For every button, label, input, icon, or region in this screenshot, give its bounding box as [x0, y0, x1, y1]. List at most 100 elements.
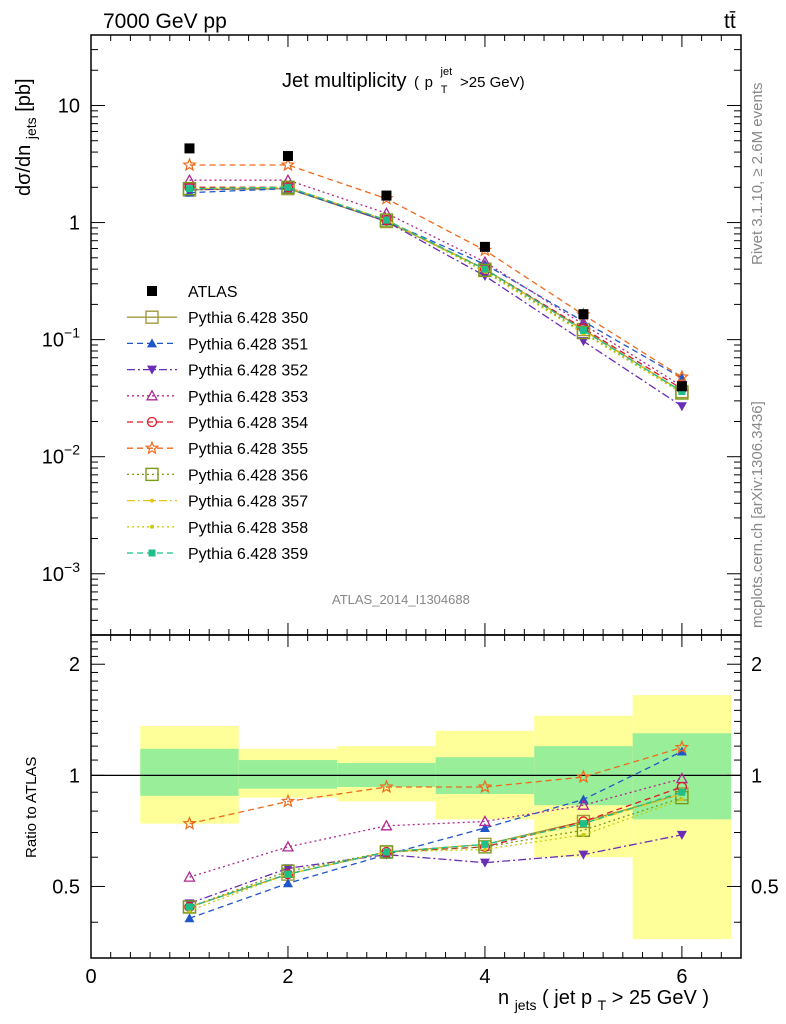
y-tick-label: 10−2 — [42, 442, 80, 469]
data-point — [182, 157, 197, 172]
ratio-y-tick-label: 2 — [69, 654, 80, 676]
ratio-point — [479, 858, 490, 868]
x-tick-label: 6 — [676, 966, 687, 988]
ratio-point — [183, 870, 196, 882]
ratio-point — [280, 793, 296, 808]
legend-marker — [150, 498, 154, 503]
data-point — [382, 216, 390, 224]
ratio-point — [674, 739, 690, 754]
ratio-point — [284, 870, 292, 878]
y-tick-label: 10−1 — [42, 325, 80, 352]
series-line — [189, 187, 683, 379]
data-point — [479, 241, 490, 252]
ratio-series-line — [189, 797, 683, 908]
y-tick-label: 1 — [69, 213, 80, 235]
axes: 0 2 4 6 10−3 10−2 10−1 1 10 0.5 0.5 1 1 2 2 — [42, 34, 779, 988]
header-left: 7000 GeV pp — [103, 10, 227, 33]
ratio-y-tick-label-right: 1 — [751, 765, 762, 787]
legend-marker — [147, 365, 157, 375]
data-point — [381, 214, 392, 226]
legend: ATLAS Pythia 6.428 350 Pythia 6.428 351 Pyt… — [127, 284, 308, 563]
x-axis-label: n jets ( jet p T > 25 GeV ) — [498, 987, 709, 1015]
x-tick-label: 4 — [479, 966, 490, 988]
legend-label: Pythia 6.428 354 — [188, 415, 308, 432]
xlabel-tail: > 25 GeV ) — [612, 987, 709, 1009]
data-point — [379, 213, 394, 227]
ylabel-tail: [pb] — [13, 78, 35, 111]
main-title: Jet multiplicity ( p jet T >25 GeV) — [282, 58, 525, 98]
ratio-point — [477, 779, 493, 794]
data-point — [578, 337, 589, 347]
data-point — [579, 326, 587, 334]
x-tick-label: 2 — [282, 966, 293, 988]
ylabel-main: dσ/dn — [13, 145, 35, 196]
legend-marker — [145, 310, 159, 324]
rivet-label: Rivet 3.1.10, ≥ 2.6M events — [749, 83, 766, 266]
ratio-series-line — [189, 786, 683, 908]
xlabel-sub2: T — [598, 997, 607, 1013]
ratio-series-line — [189, 798, 683, 912]
ratio-point — [282, 864, 293, 874]
ratio-point — [576, 769, 591, 784]
series-line — [189, 186, 683, 390]
data-point — [678, 388, 686, 396]
legend-marker — [148, 549, 156, 557]
legend-label: Pythia 6.428 356 — [188, 467, 308, 484]
legend-label: Pythia 6.428 351 — [188, 336, 308, 353]
legend-marker — [147, 338, 157, 348]
ratio-point — [479, 823, 490, 833]
legend-marker — [144, 440, 160, 455]
data-point — [185, 185, 193, 193]
data-point — [676, 402, 687, 412]
ratio-point — [185, 903, 193, 911]
ratio-point — [282, 878, 293, 888]
ratio-point — [676, 746, 687, 756]
data-point — [381, 190, 392, 201]
legend-marker — [147, 286, 157, 296]
data-point — [284, 183, 292, 191]
ratio-point — [379, 779, 394, 794]
main-marks — [182, 143, 690, 412]
legend-marker — [150, 524, 154, 529]
xlabel-sub: jets — [514, 997, 537, 1013]
main-frame — [90, 34, 742, 636]
title-main: Jet multiplicity — [282, 70, 406, 92]
series-line — [189, 164, 683, 378]
ratio-point — [382, 848, 390, 856]
legend-label: ATLAS — [188, 284, 238, 301]
ratio-point — [679, 797, 684, 802]
legend-label: Pythia 6.428 357 — [188, 494, 308, 511]
data-point — [282, 151, 293, 162]
ratio-y-tick-label: 1 — [69, 765, 80, 787]
ratio-point — [182, 900, 197, 914]
ratio-series-line — [189, 834, 683, 904]
series-line — [189, 179, 683, 387]
title-tail: >25 GeV) — [460, 74, 525, 91]
mcplots-label: mcplots.cern.ch [arXiv:1306.3436] — [749, 401, 766, 628]
ratio-point — [478, 840, 492, 854]
legend-label: Pythia 6.428 350 — [188, 310, 308, 327]
ratio-y-tick-label: 0.5 — [52, 876, 80, 898]
ratio-point — [579, 820, 587, 828]
ratio-point — [577, 798, 590, 810]
ratio-series-line — [189, 791, 683, 908]
x-tick-label: 0 — [85, 966, 96, 988]
uncertainty-band-inner — [238, 760, 338, 789]
ratio-point — [182, 815, 197, 830]
data-point — [478, 263, 492, 278]
data-point — [183, 173, 196, 185]
ratio-point — [581, 832, 586, 837]
y-tick-label: 10−3 — [42, 559, 80, 586]
legend-label: Pythia 6.428 355 — [188, 441, 308, 458]
title-T: T — [441, 84, 448, 96]
data-point — [481, 265, 489, 273]
ratio-y-tick-label-right: 2 — [751, 654, 762, 676]
ylabel-sub: jets — [23, 117, 39, 140]
ratio-point — [380, 819, 393, 831]
legend-label: Pythia 6.428 352 — [188, 363, 308, 380]
uncertainty-band-inner — [140, 748, 239, 796]
title-open: ( — [414, 74, 419, 91]
data-point — [676, 381, 687, 392]
legend-label: Pythia 6.428 358 — [188, 520, 308, 537]
